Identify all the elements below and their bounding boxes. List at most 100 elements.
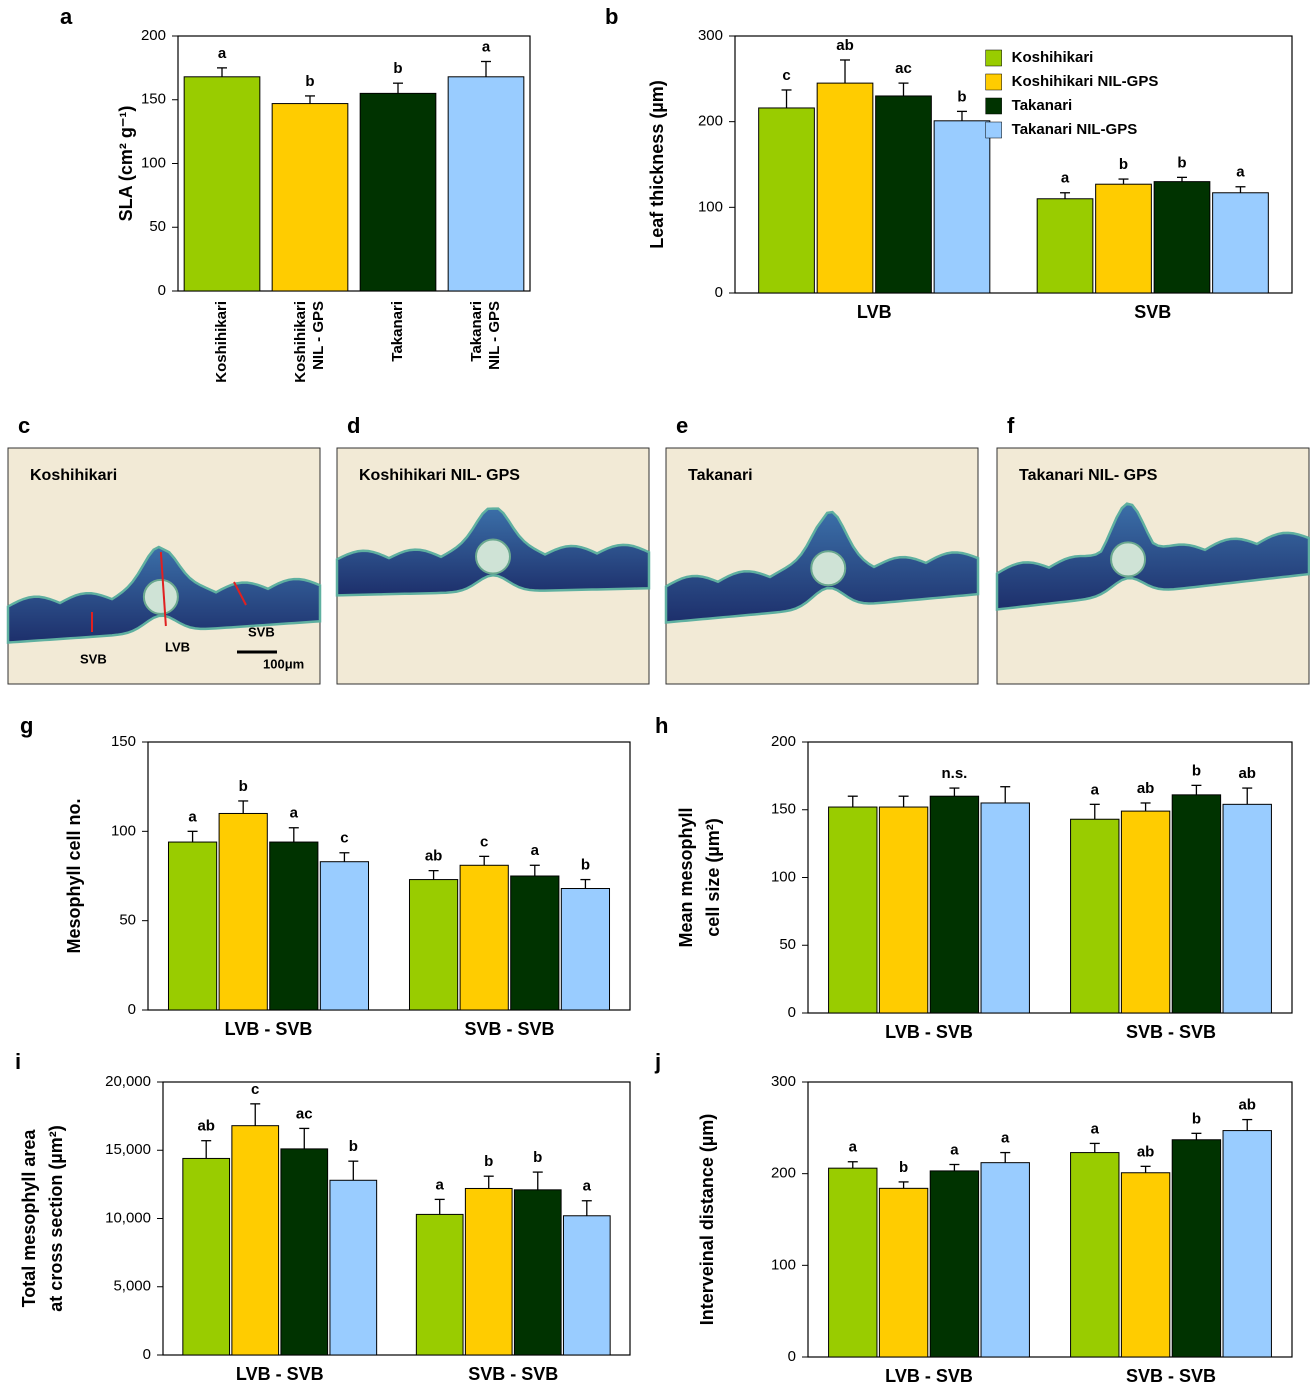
y-tick-label: 200 — [141, 27, 166, 44]
x-tick-label: LVB - SVB — [236, 1364, 324, 1384]
bar — [271, 103, 349, 292]
bar — [329, 1179, 378, 1356]
bar — [218, 812, 268, 1011]
x-tick-label: SVB - SVB — [1126, 1022, 1216, 1042]
bar — [828, 1167, 878, 1358]
legend-label: Koshihikari NIL-GPS — [1012, 73, 1159, 90]
panel-letter: b — [605, 4, 618, 29]
bar — [269, 841, 319, 1011]
panel-letter: j — [654, 1049, 661, 1074]
panel-letter: d — [347, 413, 360, 438]
bar — [875, 95, 932, 294]
leaf-section — [995, 502, 1310, 611]
significance-letter: b — [957, 88, 966, 105]
bar — [183, 76, 261, 292]
bar — [447, 76, 525, 292]
significance-letter: a — [849, 1139, 858, 1156]
x-tick-label: NIL - GPS — [486, 301, 503, 370]
legend-label: Takanari — [1012, 97, 1073, 114]
bar — [167, 841, 218, 1011]
plot-frame — [177, 35, 531, 292]
y-tick-label: 100 — [771, 1256, 796, 1273]
bar — [280, 1148, 329, 1356]
x-tick-label: LVB - SVB — [885, 1366, 973, 1386]
micrograph-title: Takanari NIL- GPS — [1019, 467, 1158, 484]
bar — [1212, 192, 1269, 294]
vascular-bundle — [810, 550, 847, 587]
y-tick-label: 200 — [771, 1165, 796, 1182]
bar — [828, 806, 878, 1014]
significance-letter: b — [393, 60, 402, 77]
bar — [929, 1170, 980, 1358]
y-tick-label: 100 — [698, 198, 723, 215]
panel-letter: a — [60, 4, 73, 29]
x-tick-label: SVB - SVB — [464, 1019, 554, 1039]
y-tick-label: 0 — [788, 1348, 796, 1365]
bar — [1171, 1139, 1222, 1358]
vascular-bundle — [142, 578, 179, 615]
bar — [758, 107, 815, 294]
significance-letter: a — [188, 808, 197, 825]
significance-letter: a — [1091, 781, 1100, 798]
y-tick-label: 5,000 — [113, 1278, 151, 1295]
panel-letter: g — [20, 713, 33, 738]
plot-frame — [807, 741, 1293, 1014]
y-axis-label: Mesophyll cell no. — [64, 798, 84, 953]
x-tick-label: Koshihikari — [213, 301, 230, 383]
x-tick-label: LVB - SVB — [225, 1019, 313, 1039]
bar — [415, 1213, 464, 1356]
bar — [1171, 794, 1222, 1014]
significance-letter: a — [436, 1176, 445, 1193]
significance-letter: b — [1192, 762, 1201, 779]
panel-letter: h — [655, 713, 668, 738]
y-tick-label: 100 — [771, 868, 796, 885]
bar — [1153, 181, 1211, 294]
bar — [1120, 810, 1171, 1014]
bar — [408, 879, 459, 1011]
y-axis-label: Mean mesophyll — [676, 807, 696, 947]
y-axis-label: Total mesophyll area — [19, 1129, 39, 1308]
significance-letter: ac — [895, 60, 912, 77]
y-tick-label: 150 — [771, 801, 796, 818]
significance-letter: b — [484, 1153, 493, 1170]
vascular-bundle — [475, 538, 511, 575]
y-tick-label: 300 — [698, 27, 723, 44]
significance-letter: ab — [1238, 765, 1256, 782]
x-tick-label: Koshihikari — [292, 301, 309, 383]
micrograph-label: LVB — [165, 639, 190, 654]
plot-frame — [807, 1081, 1293, 1358]
measure-arrow — [233, 581, 247, 606]
micrograph-title: Koshihikari — [30, 467, 117, 484]
bar — [816, 82, 874, 294]
significance-letter: a — [531, 842, 540, 859]
panel-letter: c — [18, 413, 30, 438]
significance-letter: b — [1192, 1110, 1201, 1127]
significance-letter: b — [1119, 156, 1128, 173]
significance-letter: a — [950, 1141, 959, 1158]
y-tick-label: 100 — [141, 154, 166, 171]
significance-letter: b — [533, 1149, 542, 1166]
panel-letter: i — [15, 1049, 21, 1074]
y-tick-label: 0 — [143, 1346, 151, 1363]
micrograph-title: Takanari — [688, 467, 753, 484]
plot-frame — [162, 1081, 631, 1356]
bar — [980, 1162, 1030, 1358]
significance-letter: c — [782, 67, 790, 84]
bar — [510, 875, 560, 1011]
panel-letter: e — [676, 413, 688, 438]
bar — [1070, 1152, 1120, 1358]
y-tick-label: 150 — [111, 733, 136, 750]
plot-frame — [734, 35, 1293, 294]
significance-letter: b — [239, 778, 248, 795]
y-tick-label: 200 — [698, 113, 723, 130]
significance-letter: a — [290, 805, 299, 822]
y-tick-label: 150 — [141, 91, 166, 108]
significance-letter: b — [581, 857, 590, 874]
legend-label: Takanari NIL-GPS — [1012, 121, 1138, 138]
y-tick-label: 50 — [149, 218, 166, 235]
micrograph-label: SVB — [80, 651, 107, 666]
significance-letter: a — [218, 45, 227, 62]
bar — [1222, 1130, 1272, 1358]
